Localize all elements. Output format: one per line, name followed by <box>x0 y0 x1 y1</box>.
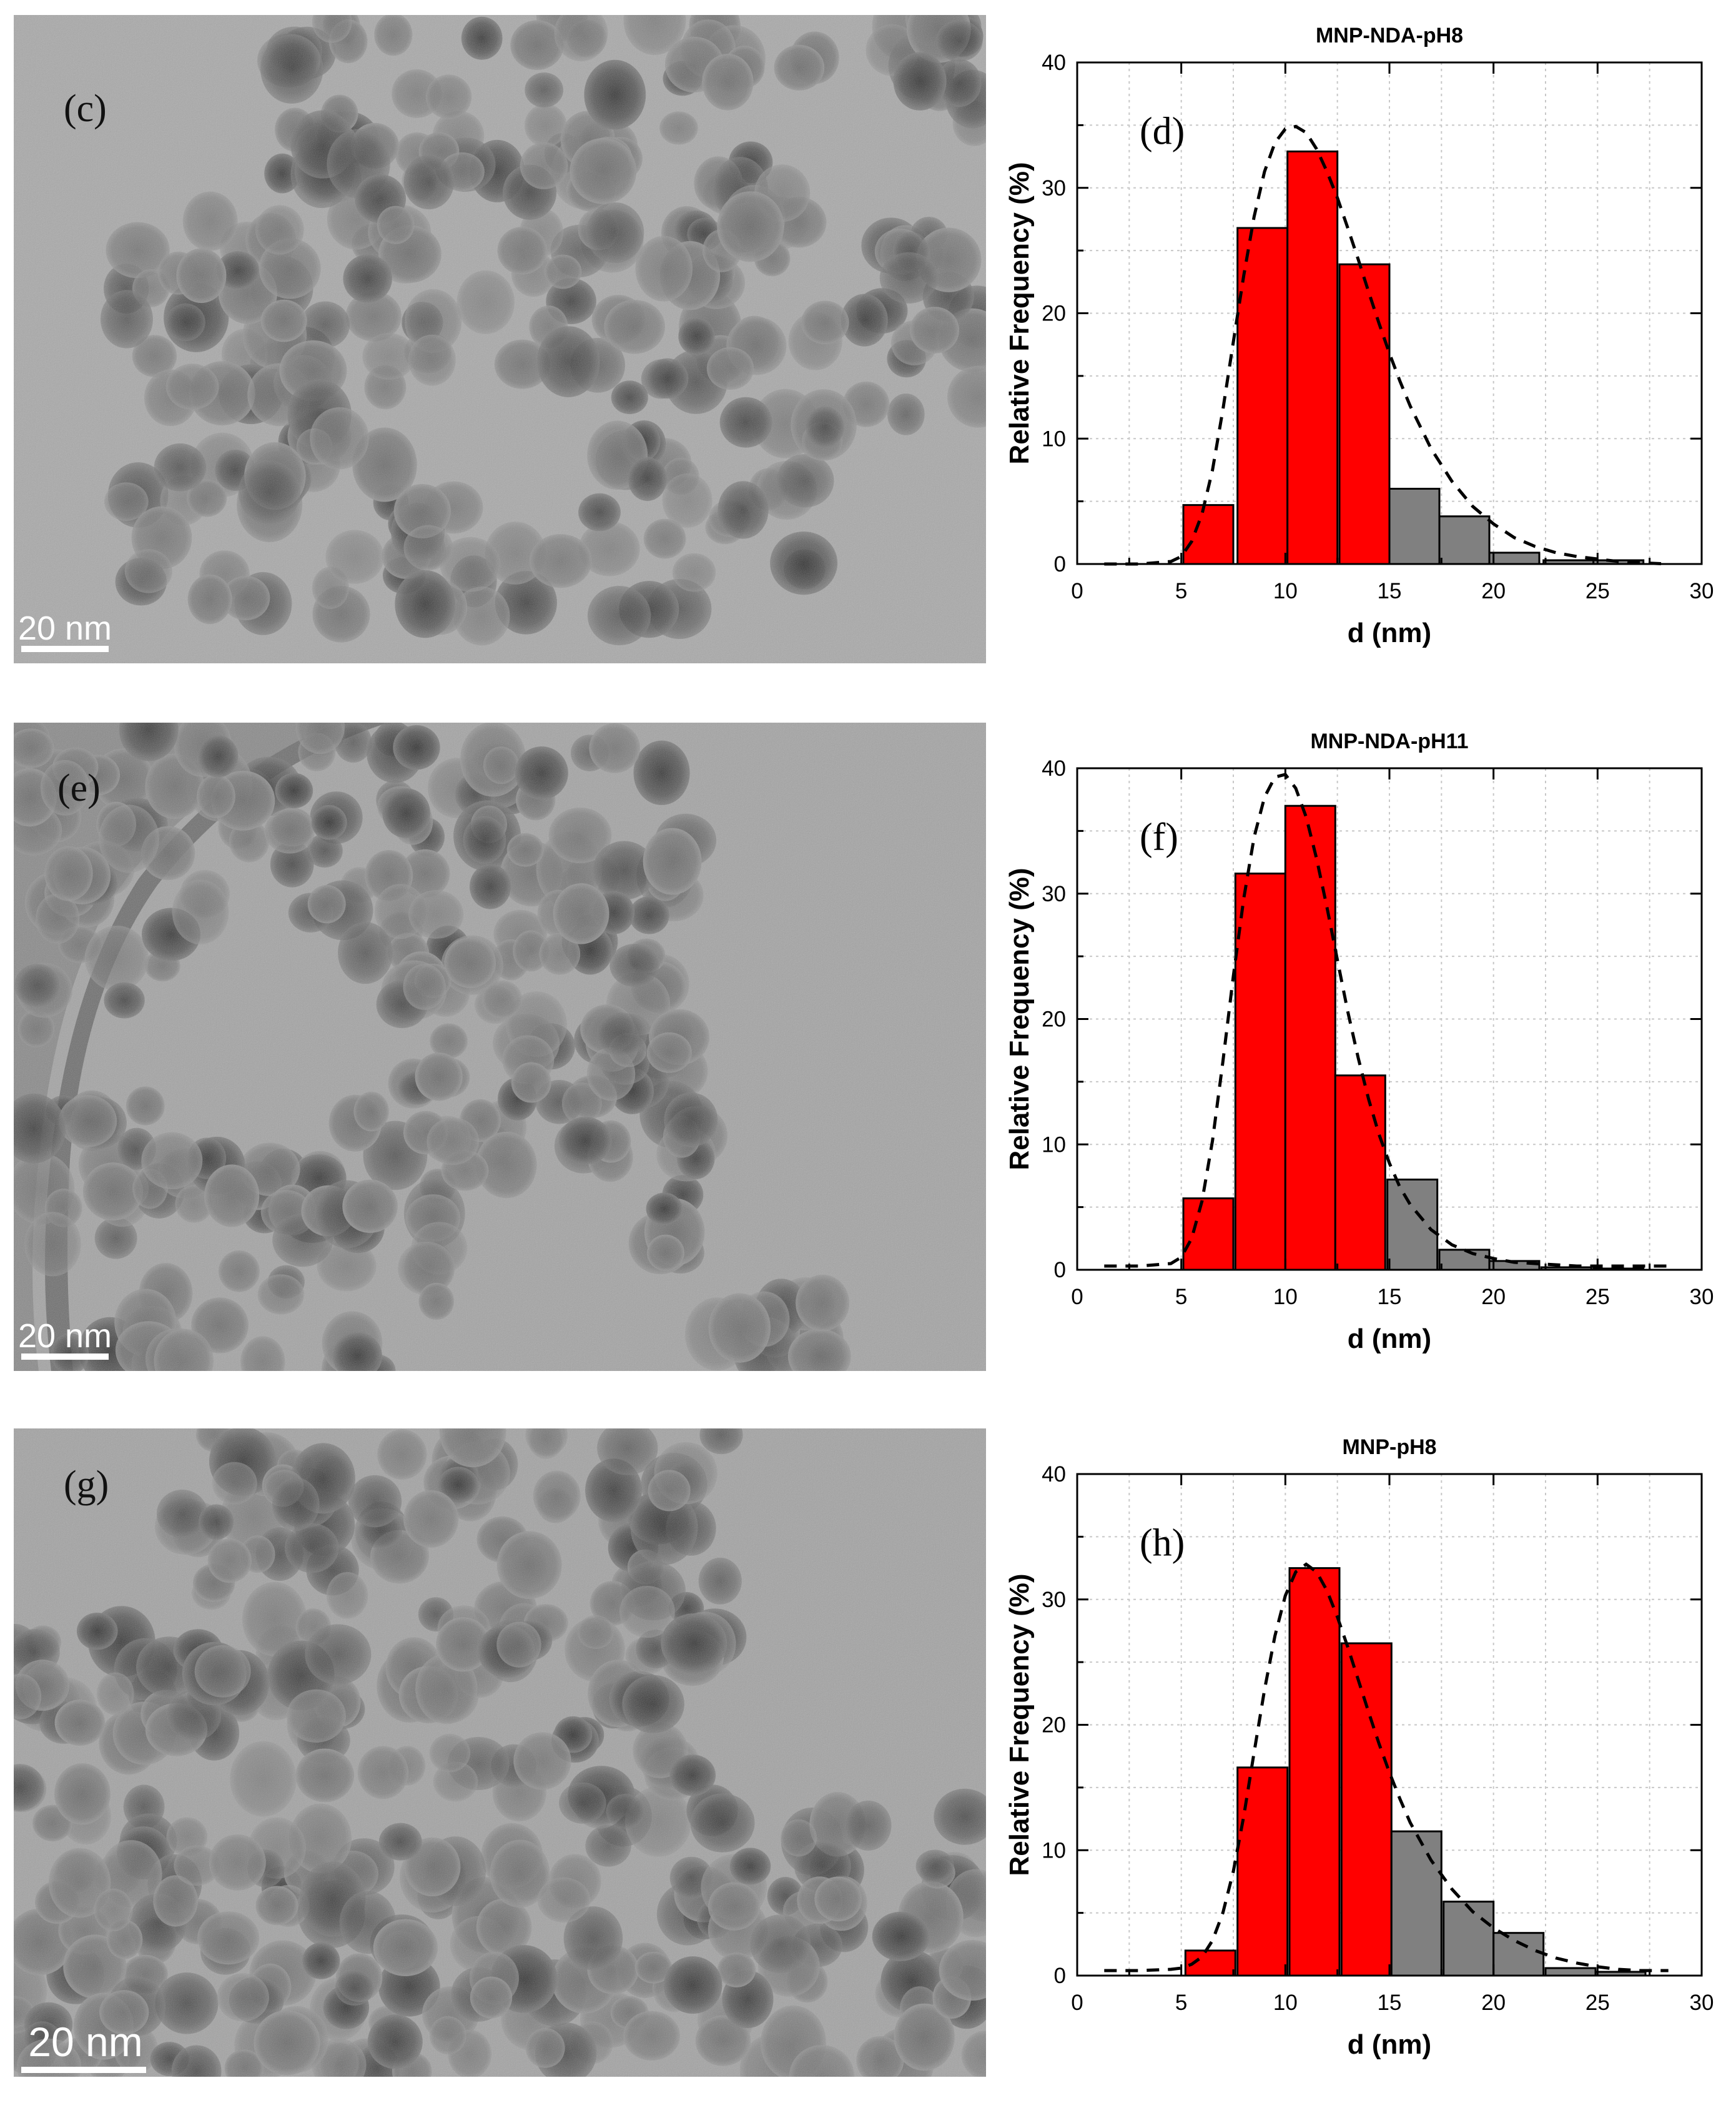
y-tick-label: 20 <box>1042 302 1066 326</box>
tem-micrograph-g: 20 nm (g) <box>14 1428 986 2077</box>
x-tick-label: 20 <box>1481 1285 1506 1309</box>
x-tick-label: 10 <box>1273 579 1298 603</box>
x-tick-label: 5 <box>1175 579 1187 603</box>
y-tick-label: 0 <box>1054 1964 1066 1988</box>
scale-bar-e <box>21 1353 109 1360</box>
histogram-bar <box>1488 552 1541 565</box>
scale-bar-label-e: 20 nm <box>18 1317 112 1355</box>
tem-micrograph-c: 20 nm (c) <box>14 15 986 663</box>
histogram-bar <box>1340 1642 1393 1977</box>
tem-label-e: (e) <box>57 767 101 809</box>
x-axis-label: d (nm) <box>1348 1324 1431 1354</box>
y-tick-label: 10 <box>1042 1838 1066 1863</box>
x-tick-label: 30 <box>1690 1991 1714 2015</box>
x-tick-label: 20 <box>1481 579 1506 603</box>
histogram-bar <box>1544 1967 1597 1977</box>
y-tick-label: 20 <box>1042 1713 1066 1738</box>
x-tick-label: 15 <box>1378 579 1402 603</box>
chart-title: MNP-pH8 <box>1342 1435 1436 1459</box>
panel-label: (f) <box>1140 816 1178 858</box>
x-tick-label: 30 <box>1690 1285 1714 1309</box>
y-tick-label: 30 <box>1042 1588 1066 1612</box>
x-tick-label: 25 <box>1586 1285 1610 1309</box>
panel-label: (h) <box>1140 1522 1185 1564</box>
y-tick-label: 40 <box>1042 1462 1066 1487</box>
tem-image-g: 20 nm (g) <box>14 1428 986 2077</box>
histogram-d: 0 5 10 15 20 25 30 0 10 20 30 40 MNP-NDA-pH8 d (nm) Re… <box>993 0 1736 675</box>
y-tick-label: 40 <box>1042 756 1066 781</box>
y-tick-label: 0 <box>1054 552 1066 576</box>
x-tick-label: 25 <box>1586 1991 1610 2015</box>
x-tick-label: 10 <box>1273 1991 1298 2015</box>
x-tick-label: 0 <box>1071 579 1083 603</box>
fit-curve <box>1104 124 1669 566</box>
x-tick-label: 10 <box>1273 1285 1298 1309</box>
y-tick-label: 30 <box>1042 882 1066 906</box>
panel-label: (d) <box>1140 110 1185 152</box>
histogram-f-svg: 0 5 10 15 20 25 30 0 10 20 30 40 MNP-NDA-pH11 d (nm) R… <box>1004 730 1714 1354</box>
histogram-bar <box>1284 804 1336 1271</box>
y-tick-label: 30 <box>1042 176 1066 200</box>
y-tick-label: 0 <box>1054 1258 1066 1282</box>
histogram-bar <box>1386 1179 1439 1271</box>
x-tick-label: 0 <box>1071 1285 1083 1309</box>
y-axis-label: Relative Frequency (%) <box>1004 1573 1035 1876</box>
tem-micrograph-e: 20 nm (e) <box>14 723 986 1371</box>
histogram-bar <box>1288 1567 1341 1977</box>
x-tick-label: 25 <box>1586 579 1610 603</box>
y-axis-label: Relative Frequency (%) <box>1004 868 1035 1170</box>
histogram-bar <box>1388 488 1441 565</box>
x-tick-label: 15 <box>1378 1991 1402 2015</box>
x-tick-label: 0 <box>1071 1991 1083 2015</box>
y-tick-label: 40 <box>1042 51 1066 75</box>
x-tick-label: 20 <box>1481 1991 1506 2015</box>
histogram-bar <box>1492 1932 1545 1977</box>
histogram-bar <box>1236 1766 1289 1977</box>
x-axis-label: d (nm) <box>1348 618 1431 648</box>
histogram-bar <box>1390 1830 1443 1977</box>
scale-bar-g <box>21 2067 146 2073</box>
histogram-bar <box>1443 1901 1495 1977</box>
histogram-bar <box>1182 1197 1235 1271</box>
y-tick-label: 10 <box>1042 427 1066 451</box>
chart-title: MNP-NDA-pH8 <box>1316 24 1463 47</box>
x-tick-label: 5 <box>1175 1285 1187 1309</box>
y-axis-label: Relative Frequency (%) <box>1004 162 1035 464</box>
histogram-h: 0 5 10 15 20 25 30 0 10 20 30 40 MNP-pH8 d (nm) Relati… <box>993 1412 1736 2086</box>
scale-bar-label-g: 20 nm <box>28 2019 142 2065</box>
fit-curve <box>1104 773 1669 1268</box>
scale-bar-c <box>21 646 109 652</box>
y-tick-label: 10 <box>1042 1132 1066 1157</box>
histogram-bar <box>1334 1074 1386 1271</box>
histogram-bar <box>1182 504 1235 565</box>
tem-image-c: 20 nm (c) <box>14 15 986 663</box>
histogram-bar <box>1236 227 1289 565</box>
tem-label-g: (g) <box>64 1463 109 1506</box>
histogram-bar <box>1286 151 1339 565</box>
histogram-f: 0 5 10 15 20 25 30 0 10 20 30 40 MNP-NDA-pH11 d (nm) R… <box>993 706 1736 1380</box>
x-tick-label: 15 <box>1378 1285 1402 1309</box>
histogram-bar <box>1338 263 1391 565</box>
scale-bar-label-c: 20 nm <box>18 610 112 647</box>
chart-title: MNP-NDA-pH11 <box>1310 730 1468 753</box>
histogram-d-svg: 0 5 10 15 20 25 30 0 10 20 30 40 MNP-NDA-pH8 d (nm) Re… <box>1004 24 1714 648</box>
histogram-bar <box>1234 873 1286 1271</box>
x-tick-label: 5 <box>1175 1991 1187 2015</box>
y-tick-label: 20 <box>1042 1007 1066 1032</box>
x-axis-label: d (nm) <box>1348 2029 1431 2060</box>
x-tick-label: 30 <box>1690 579 1714 603</box>
histogram-bar <box>1438 1249 1491 1271</box>
tem-label-c: (c) <box>64 87 107 130</box>
tem-image-e: 20 nm (e) <box>14 723 986 1371</box>
histogram-h-svg: 0 5 10 15 20 25 30 0 10 20 30 40 MNP-pH8 d (nm) Relati… <box>1004 1435 1714 2060</box>
histogram-bar <box>1438 515 1491 565</box>
